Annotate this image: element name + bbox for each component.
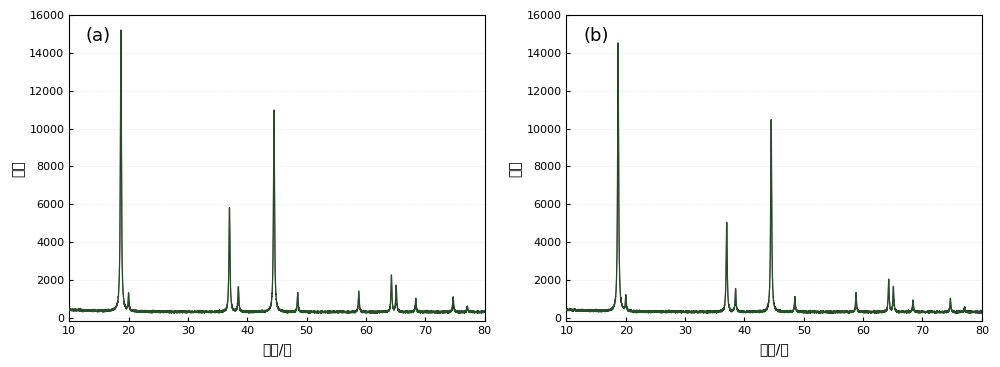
- Y-axis label: 强度: 强度: [508, 160, 522, 177]
- Y-axis label: 强度: 强度: [11, 160, 25, 177]
- X-axis label: 角度/度: 角度/度: [262, 342, 292, 356]
- X-axis label: 角度/度: 角度/度: [759, 342, 789, 356]
- Text: (b): (b): [583, 28, 609, 46]
- Text: (a): (a): [86, 28, 111, 46]
